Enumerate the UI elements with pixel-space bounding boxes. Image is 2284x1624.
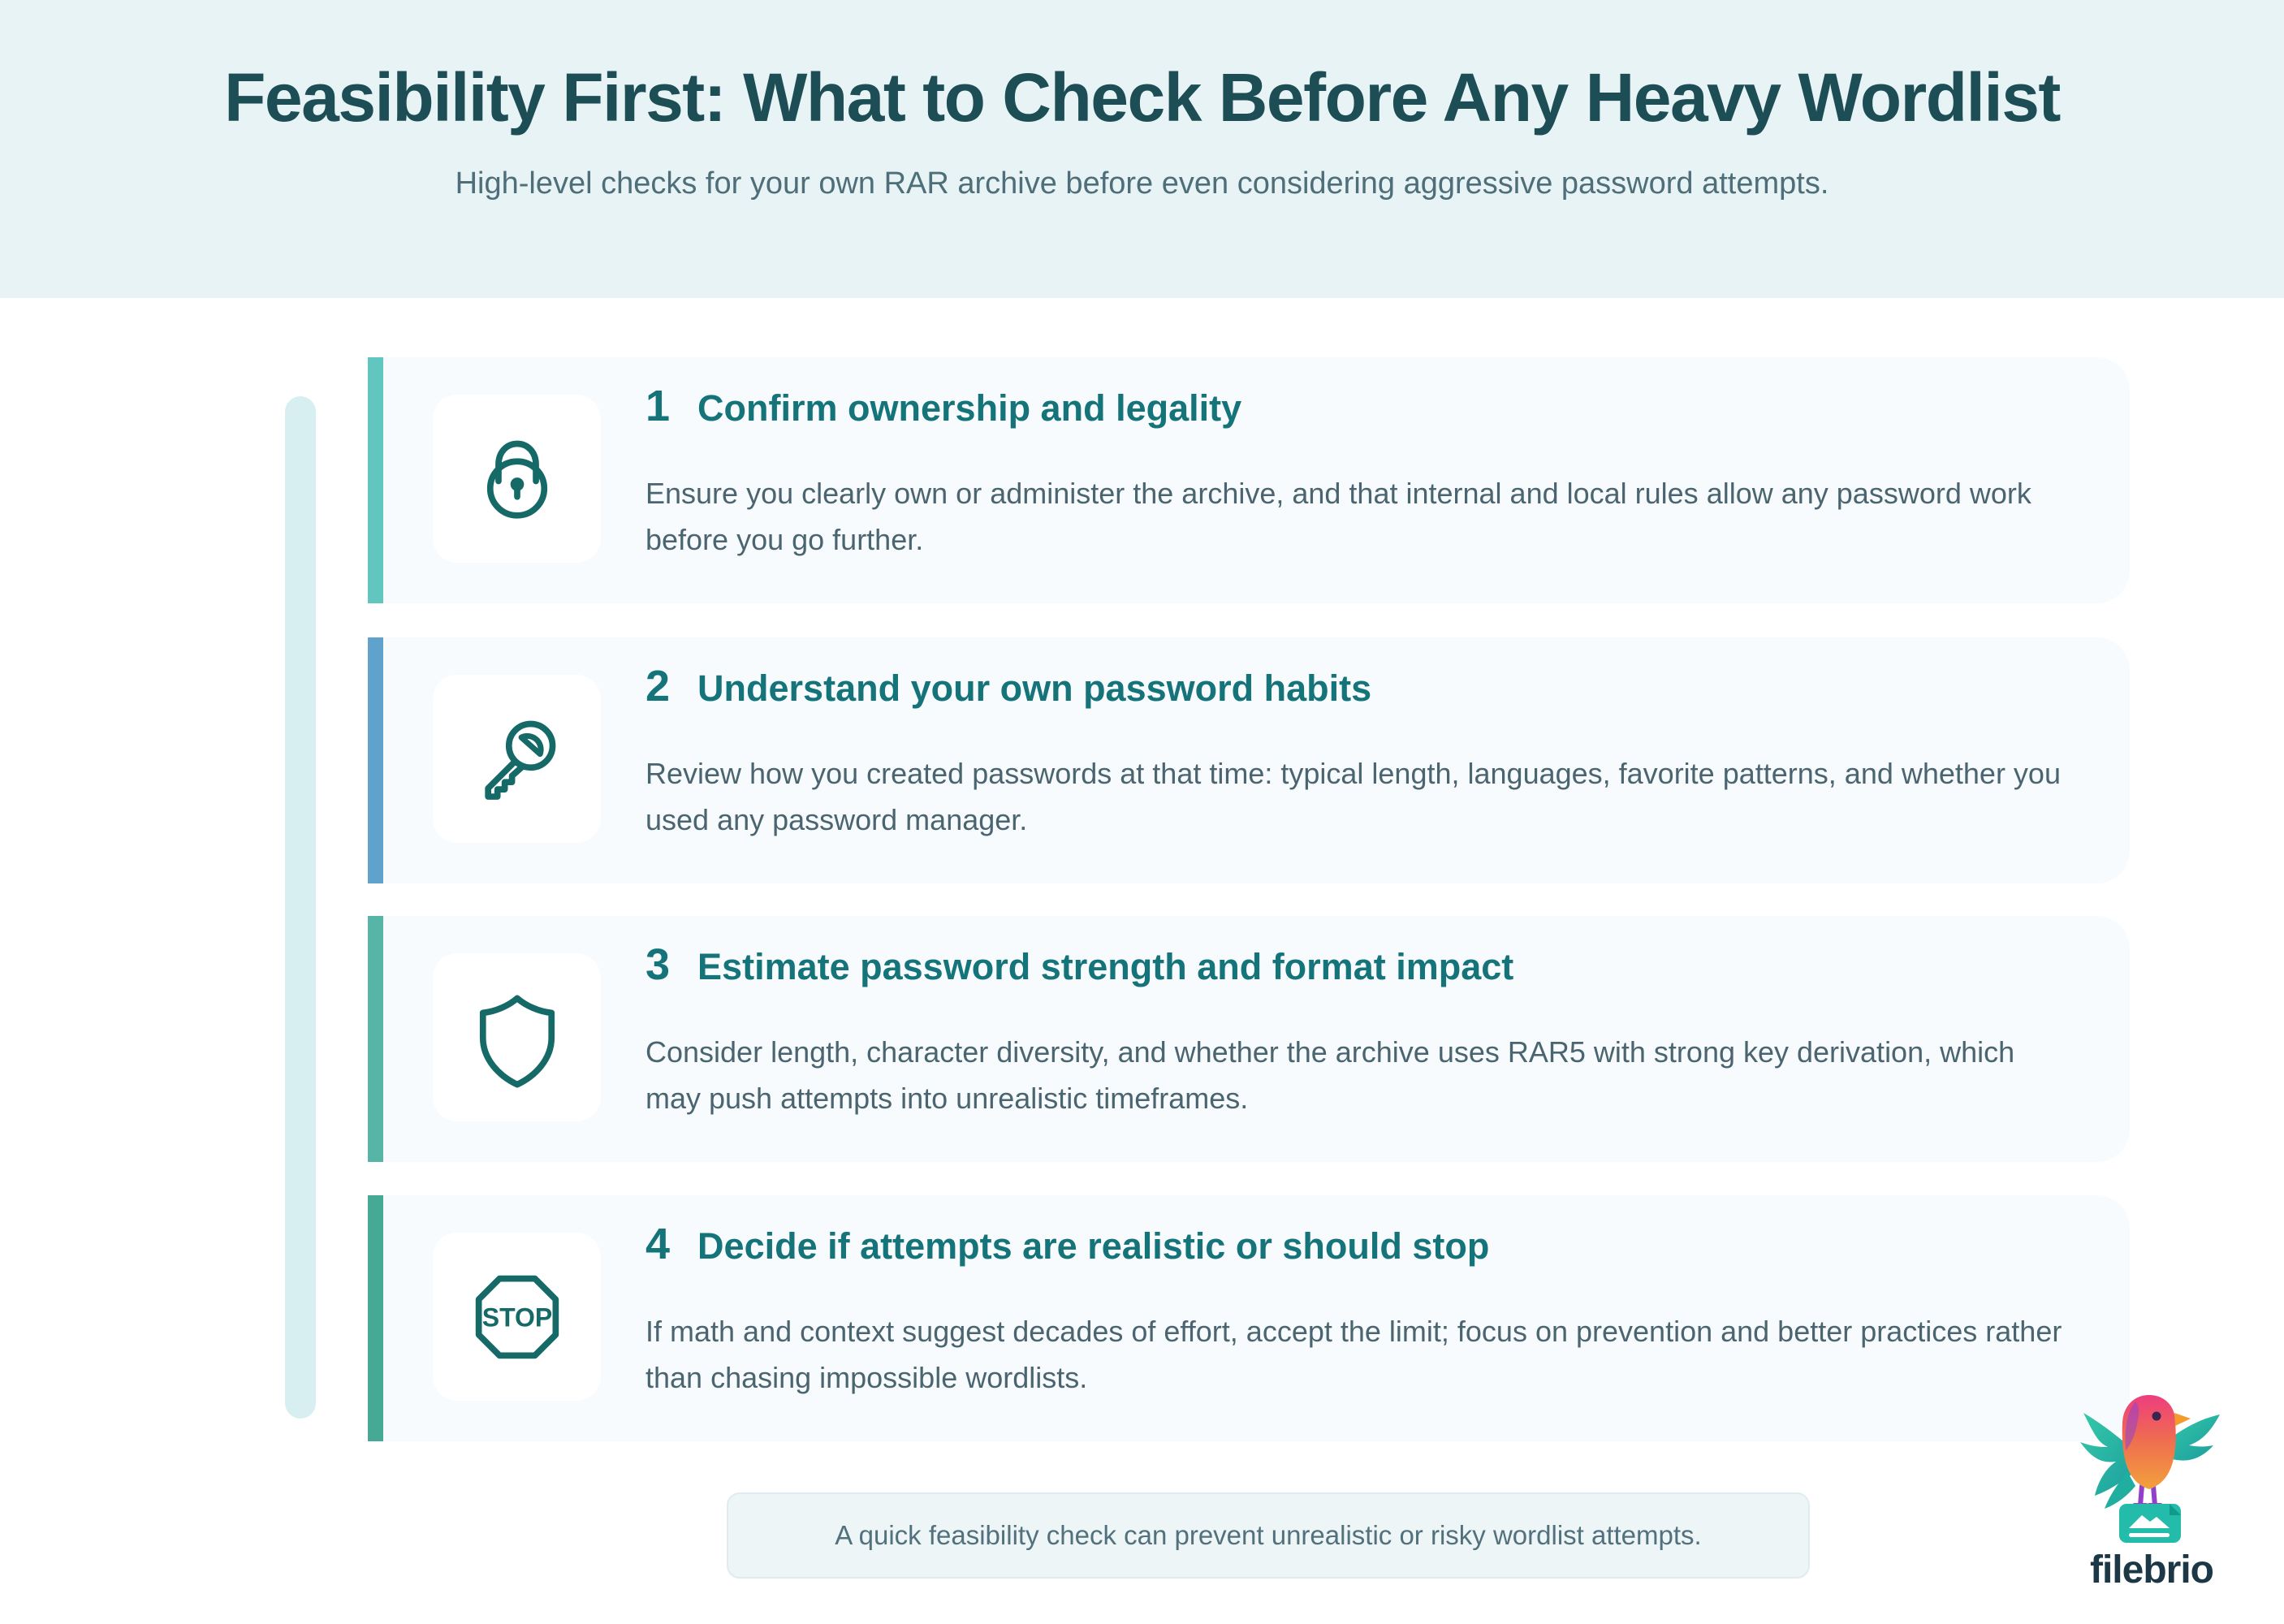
- step-title: Estimate password strength and format im…: [697, 946, 1514, 987]
- shield-icon: [479, 995, 555, 1087]
- step-icon-card: STOP: [433, 1233, 601, 1401]
- step-icon-card: [433, 395, 601, 563]
- step-accent-bar: [368, 916, 383, 1162]
- key-icon: [484, 720, 555, 800]
- step-content: 2 Understand your own password habits Re…: [645, 660, 2099, 843]
- step-accent-bar: [368, 357, 383, 603]
- step-card: [383, 1195, 2130, 1441]
- summary-note-text: A quick feasibility check can prevent un…: [835, 1520, 1702, 1550]
- header-banner: Feasibility First: What to Check Before …: [0, 0, 2284, 298]
- step-description: Review how you created passwords at that…: [645, 757, 2061, 836]
- lock-icon: [486, 440, 547, 519]
- step-accent-bar: [368, 1195, 383, 1441]
- step-title: Understand your own password habits: [697, 667, 1372, 709]
- timeline-spine: [285, 396, 316, 1419]
- step-description: Ensure you clearly own or administer the…: [645, 477, 2031, 556]
- step-title: Confirm ownership and legality: [697, 387, 1242, 429]
- step-row-1: 1 Confirm ownership and legality Ensure …: [368, 357, 2130, 603]
- step-row-4: STOP 4 Decide if attempts are realistic …: [368, 1195, 2130, 1441]
- step-title: Decide if attempts are realistic or shou…: [697, 1225, 1490, 1267]
- step-description: Consider length, character diversity, an…: [645, 1035, 2015, 1115]
- stop-icon: STOP: [475, 1275, 559, 1358]
- brand-logo: filebrio: [2054, 1382, 2249, 1592]
- step-accent-bar: [368, 637, 383, 883]
- step-card: [383, 637, 2130, 883]
- step-number: 2: [645, 662, 671, 710]
- filebrio-bird-logo: [2080, 1395, 2220, 1543]
- step-number: 1: [645, 382, 671, 430]
- step-row-3: 3 Estimate password strength and format …: [368, 916, 2130, 1162]
- step-content: 1 Confirm ownership and legality Ensure …: [645, 380, 2099, 563]
- brand-name: filebrio: [2089, 1548, 2214, 1592]
- summary-note: A quick feasibility check can prevent un…: [727, 1492, 1810, 1579]
- step-number: 4: [645, 1220, 671, 1268]
- step-row-2: 2 Understand your own password habits Re…: [368, 637, 2130, 883]
- page-subtitle: High-level checks for your own RAR archi…: [455, 166, 1829, 201]
- step-icon-card: [433, 675, 601, 843]
- page-title: Feasibility First: What to Check Before …: [224, 59, 2061, 136]
- step-description: If math and context suggest decades of e…: [645, 1315, 2062, 1394]
- step-card: [383, 357, 2130, 603]
- step-number: 3: [645, 940, 671, 989]
- step-content: 4 Decide if attempts are realistic or sh…: [645, 1218, 2099, 1401]
- step-icon-card: [433, 953, 601, 1121]
- stop-icon-label: STOP: [481, 1302, 552, 1332]
- step-content: 3 Estimate password strength and format …: [645, 939, 2099, 1121]
- step-card: [383, 916, 2130, 1162]
